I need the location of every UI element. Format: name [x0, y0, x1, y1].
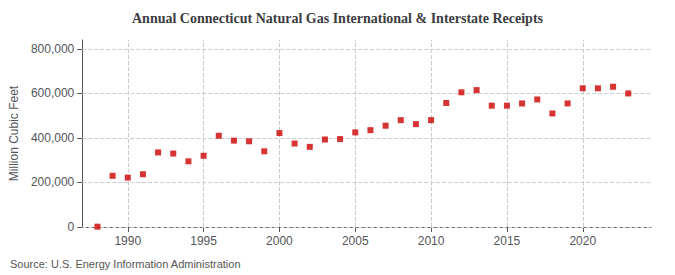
svg-text:2020: 2020	[569, 234, 596, 248]
svg-text:2015: 2015	[494, 234, 521, 248]
svg-text:600,000: 600,000	[31, 86, 75, 100]
svg-text:2000: 2000	[266, 234, 293, 248]
svg-text:2010: 2010	[418, 234, 445, 248]
svg-text:1990: 1990	[114, 234, 141, 248]
svg-text:2005: 2005	[342, 234, 369, 248]
svg-text:Million Cubic Feet: Million Cubic Feet	[7, 85, 21, 181]
svg-text:800,000: 800,000	[31, 42, 75, 56]
svg-text:400,000: 400,000	[31, 131, 75, 145]
svg-text:1995: 1995	[190, 234, 217, 248]
svg-text:Annual Connecticut Natural Gas: Annual Connecticut Natural Gas Internati…	[132, 11, 544, 26]
svg-text:0: 0	[68, 220, 75, 234]
svg-text:200,000: 200,000	[31, 175, 75, 189]
svg-text:Source: U.S. Energy Informatio: Source: U.S. Energy Information Administ…	[10, 258, 241, 270]
